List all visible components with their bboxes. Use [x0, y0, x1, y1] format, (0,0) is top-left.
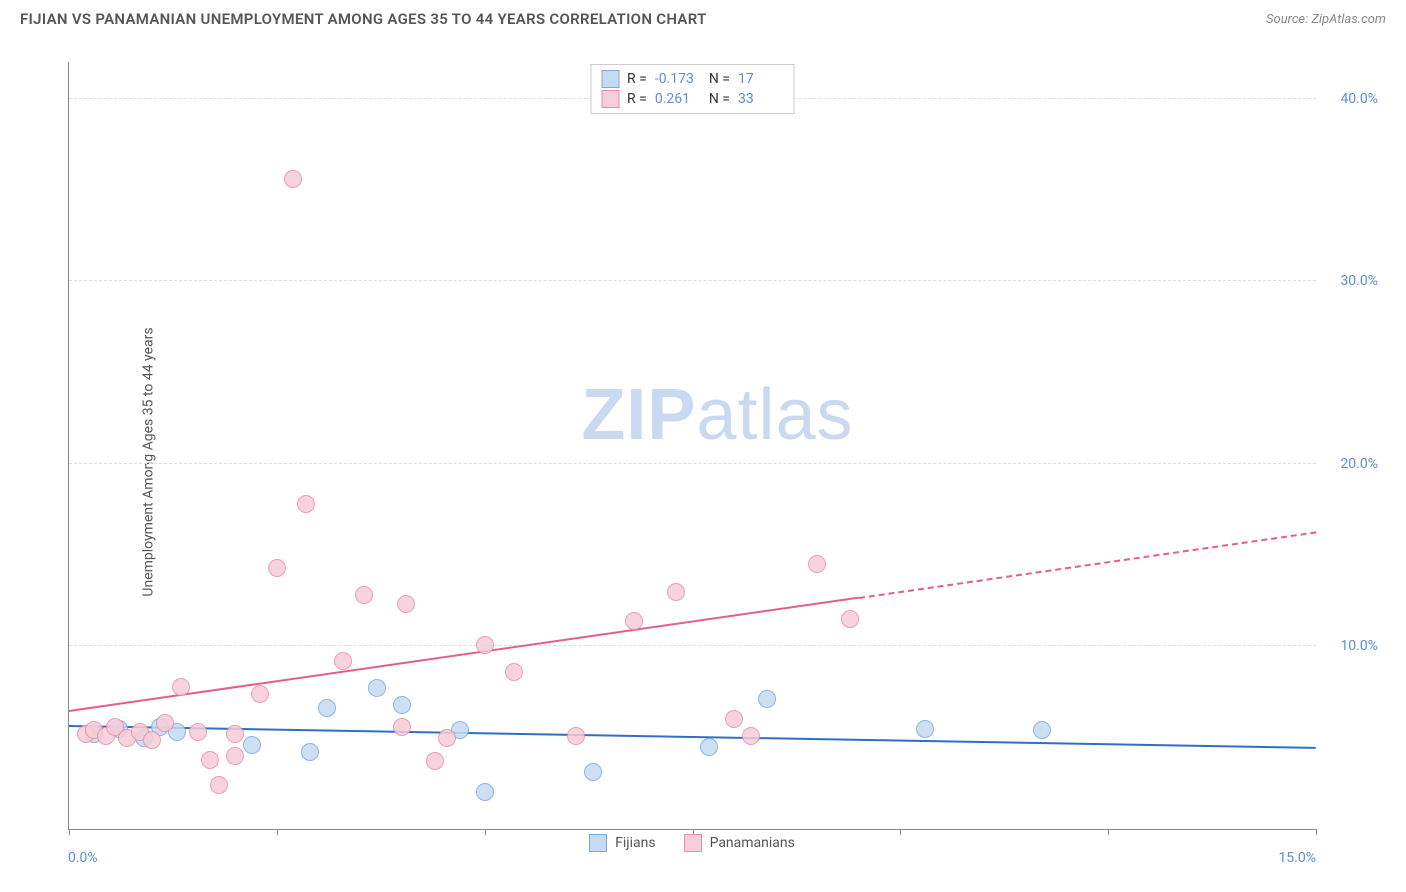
data-point	[426, 752, 444, 770]
data-point	[201, 751, 219, 769]
data-point	[476, 636, 494, 654]
legend-n-value: 17	[738, 71, 784, 87]
y-tick-label: 10.0%	[1340, 638, 1378, 654]
y-tick-label: 20.0%	[1340, 456, 1378, 472]
gridline	[69, 280, 1316, 281]
data-point	[393, 718, 411, 736]
data-point	[318, 699, 336, 717]
legend-n-label: N =	[709, 91, 730, 107]
gridline	[69, 645, 1316, 646]
data-point	[368, 679, 386, 697]
data-point	[297, 495, 315, 513]
data-point	[226, 747, 244, 765]
data-point	[1033, 721, 1051, 739]
data-point	[625, 612, 643, 630]
data-point	[172, 678, 190, 696]
x-max-label: 15.0%	[1278, 850, 1316, 866]
watermark-rest: atlas	[696, 375, 853, 455]
legend-n-label: N =	[709, 71, 730, 87]
data-point	[758, 690, 776, 708]
watermark: ZIPatlas	[581, 374, 853, 456]
data-point	[584, 763, 602, 781]
legend-swatch	[684, 834, 702, 852]
data-point	[742, 727, 760, 745]
data-point	[393, 696, 411, 714]
data-point	[301, 743, 319, 761]
legend-label: Panamanians	[710, 835, 795, 851]
watermark-bold: ZIP	[581, 375, 696, 455]
source-attribution: Source: ZipAtlas.com	[1266, 12, 1386, 27]
data-point	[567, 727, 585, 745]
data-point	[667, 583, 685, 601]
data-point	[189, 723, 207, 741]
legend-row: R = 0.261 N = 33	[601, 89, 784, 109]
data-point	[355, 586, 373, 604]
data-point	[334, 652, 352, 670]
data-point	[700, 738, 718, 756]
legend-n-value: 33	[738, 91, 784, 107]
data-point	[156, 714, 174, 732]
data-point	[916, 720, 934, 738]
legend-item: Panamanians	[684, 834, 795, 852]
legend-swatch	[601, 70, 619, 88]
data-point	[243, 736, 261, 754]
legend-row: R = -0.173 N = 17	[601, 69, 784, 89]
chart-title: FIJIAN VS PANAMANIAN UNEMPLOYMENT AMONG …	[20, 10, 707, 28]
plot-area: ZIPatlas R =-0.173N =17R =0.261N =33 10.…	[68, 62, 1316, 830]
data-point	[268, 559, 286, 577]
title-bar: FIJIAN VS PANAMANIAN UNEMPLOYMENT AMONG …	[0, 0, 1406, 36]
trend-line-dashed	[859, 531, 1317, 599]
x-axis-labels: 0.0% 15.0%	[68, 850, 1316, 870]
gridline	[69, 463, 1316, 464]
data-point	[226, 725, 244, 743]
data-point	[725, 710, 743, 728]
data-point	[476, 783, 494, 801]
data-point	[438, 729, 456, 747]
trend-line	[69, 597, 859, 712]
data-point	[505, 663, 523, 681]
chart-container: Unemployment Among Ages 35 to 44 years Z…	[20, 42, 1386, 882]
legend-swatch	[601, 90, 619, 108]
data-point	[210, 776, 228, 794]
legend-r-value: 0.261	[655, 91, 701, 107]
legend-r-value: -0.173	[655, 71, 701, 87]
series-legend: Fijians Panamanians	[68, 834, 1316, 852]
x-tick	[1316, 829, 1317, 835]
x-min-label: 0.0%	[68, 850, 98, 866]
legend-r-label: R =	[627, 91, 647, 107]
data-point	[808, 555, 826, 573]
y-tick-label: 40.0%	[1340, 91, 1378, 107]
data-point	[251, 685, 269, 703]
legend-label: Fijians	[615, 835, 655, 851]
data-point	[284, 170, 302, 188]
data-point	[143, 731, 161, 749]
correlation-legend: R = -0.173 N = 17 R = 0.261 N = 33	[590, 64, 795, 114]
data-point	[397, 595, 415, 613]
data-point	[841, 610, 859, 628]
legend-swatch	[589, 834, 607, 852]
y-tick-label: 30.0%	[1340, 273, 1378, 289]
legend-r-label: R =	[627, 71, 647, 87]
legend-item: Fijians	[589, 834, 655, 852]
